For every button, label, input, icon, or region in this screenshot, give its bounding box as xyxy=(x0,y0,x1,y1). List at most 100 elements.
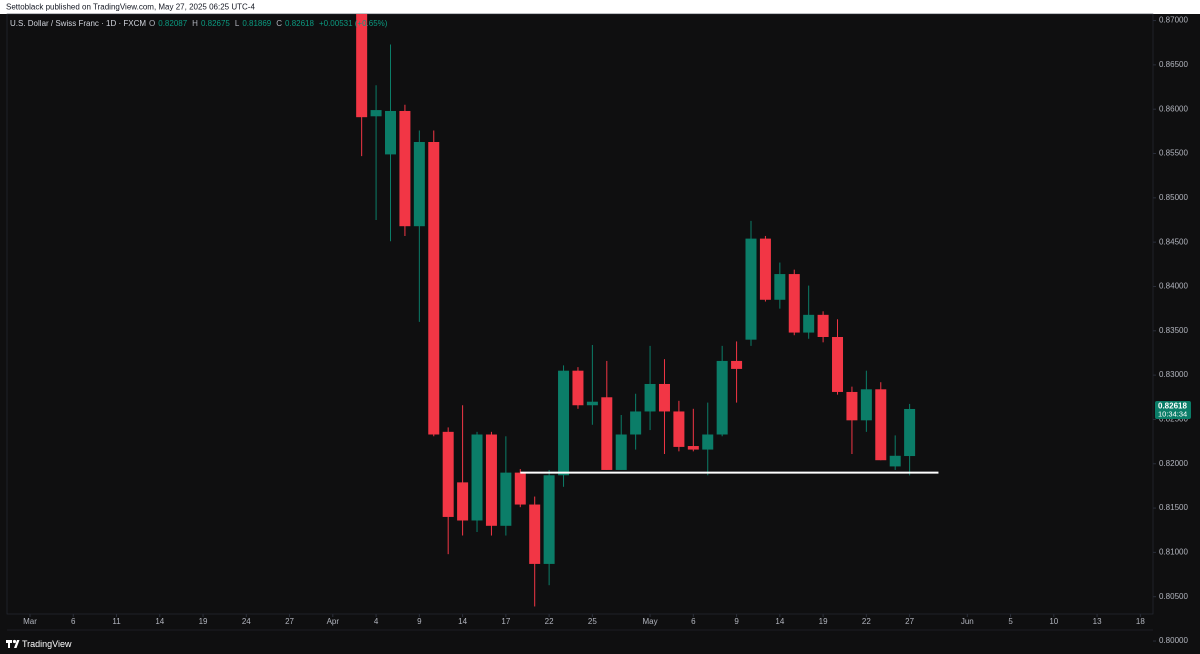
x-tick-label: May xyxy=(642,617,657,626)
x-tick-label: Apr xyxy=(327,617,340,626)
y-tick-label: 0.81000 xyxy=(1159,548,1188,557)
y-tick-label: 0.80500 xyxy=(1159,592,1188,601)
x-tick-label: 14 xyxy=(155,617,164,626)
ohlc-value: 0.82087 xyxy=(158,19,188,28)
candle-body xyxy=(500,472,512,526)
last-price-tag xyxy=(1155,400,1191,419)
y-tick-label: 0.83500 xyxy=(1159,326,1188,335)
candle-body xyxy=(485,434,497,526)
x-tick-label: 11 xyxy=(112,617,121,626)
candle-body xyxy=(572,370,584,406)
candle-body xyxy=(846,391,858,421)
candle-body xyxy=(788,274,800,333)
candle-body xyxy=(673,411,685,447)
candle-body xyxy=(471,434,483,521)
candle-body xyxy=(889,455,901,467)
x-tick-label: 25 xyxy=(588,617,597,626)
y-tick-label: 0.82000 xyxy=(1159,459,1188,468)
y-tick-label: 0.83000 xyxy=(1159,370,1188,379)
candle-body xyxy=(759,238,771,300)
change: +0.00531 (+0.65%) xyxy=(318,19,388,28)
y-tick-label: 0.85000 xyxy=(1159,193,1188,202)
publisher-bar xyxy=(0,0,1200,14)
candle-body xyxy=(687,446,699,450)
y-tick-label: 0.86500 xyxy=(1159,60,1188,69)
candle-body xyxy=(529,504,541,564)
y-tick-label: 0.84500 xyxy=(1159,237,1188,246)
y-tick-label: 0.84000 xyxy=(1159,282,1188,291)
x-tick-label: 27 xyxy=(905,617,914,626)
countdown: 10:34:34 xyxy=(1158,409,1187,418)
candle-body xyxy=(774,274,786,300)
x-tick-label: 24 xyxy=(242,617,251,626)
candle-body xyxy=(457,482,469,521)
plot-area xyxy=(6,13,1154,615)
symbol-title: U.S. Dollar / Swiss Franc · 1D · FXCM xyxy=(10,19,147,28)
y-tick-label: 0.85500 xyxy=(1159,149,1188,158)
ohlc-value: 0.82618 xyxy=(285,19,314,28)
x-tick-label: 13 xyxy=(1093,617,1102,626)
x-tick-label: Mar xyxy=(23,617,37,626)
last-price: 0.82618 xyxy=(1158,402,1187,411)
legend-header: U.S. Dollar / Swiss Franc · 1D · FXCM O 0.… xyxy=(10,19,389,28)
ohlc-key: O xyxy=(149,19,156,28)
x-tick-label: 17 xyxy=(501,617,510,626)
brand-name: TradingView xyxy=(22,639,72,649)
publisher-line: Settoblack published on TradingView.com,… xyxy=(6,3,255,12)
x-tick-label: 9 xyxy=(734,617,739,626)
candle-body xyxy=(385,110,396,155)
candle-body xyxy=(644,383,656,412)
brand-logo xyxy=(6,639,20,648)
x-tick-label: 19 xyxy=(819,617,828,626)
x-tick-label: 5 xyxy=(1008,617,1013,626)
candle-body xyxy=(832,337,844,392)
x-tick-label: 27 xyxy=(285,617,294,626)
candle-body xyxy=(817,314,829,338)
candle-body xyxy=(399,110,411,227)
candle-body xyxy=(586,401,598,406)
x-tick-label: 22 xyxy=(545,617,554,626)
x-tick-label: Jun xyxy=(961,617,974,626)
y-tick-label: 0.80000 xyxy=(1159,636,1188,645)
y-tick-label: 0.86000 xyxy=(1159,104,1188,113)
x-tick-label: 22 xyxy=(862,617,871,626)
candle-body xyxy=(875,389,887,461)
candle-body xyxy=(514,472,526,505)
x-tick-label: 14 xyxy=(775,617,784,626)
candle-body xyxy=(543,475,555,564)
x-tick-label: 14 xyxy=(458,617,467,626)
ohlc-key: C xyxy=(276,19,283,28)
x-tick-label: 4 xyxy=(374,617,379,626)
candle-body xyxy=(702,434,714,450)
candle-body xyxy=(370,110,382,117)
ohlc-key: H xyxy=(192,19,198,28)
x-tick-label: 6 xyxy=(691,617,696,626)
candle-body xyxy=(615,434,627,470)
candle-body xyxy=(860,389,872,421)
candle-body xyxy=(745,238,757,340)
candle-body xyxy=(356,14,368,118)
x-tick-label: 10 xyxy=(1049,617,1058,626)
candle-body xyxy=(904,408,916,457)
candle-body xyxy=(428,141,440,435)
candle-body xyxy=(442,431,454,517)
candle-body xyxy=(630,411,642,435)
y-tick-label: 0.87000 xyxy=(1159,16,1188,25)
candle-body xyxy=(558,370,570,476)
footer xyxy=(0,634,1200,654)
candle-body xyxy=(658,383,670,412)
ohlc-key: L xyxy=(234,19,240,28)
candle-body xyxy=(601,397,613,470)
ohlc-value: 0.81869 xyxy=(242,19,272,28)
y-tick-label: 0.82500 xyxy=(1159,415,1188,424)
y-tick-label: 0.81500 xyxy=(1159,503,1188,512)
candle-body xyxy=(731,360,743,369)
candle-body xyxy=(803,314,815,333)
candle-body xyxy=(413,141,425,227)
candle-body xyxy=(716,360,728,435)
x-tick-label: 6 xyxy=(71,617,76,626)
x-tick-label: 18 xyxy=(1136,617,1145,626)
ohlc-value: 0.82675 xyxy=(200,19,230,28)
